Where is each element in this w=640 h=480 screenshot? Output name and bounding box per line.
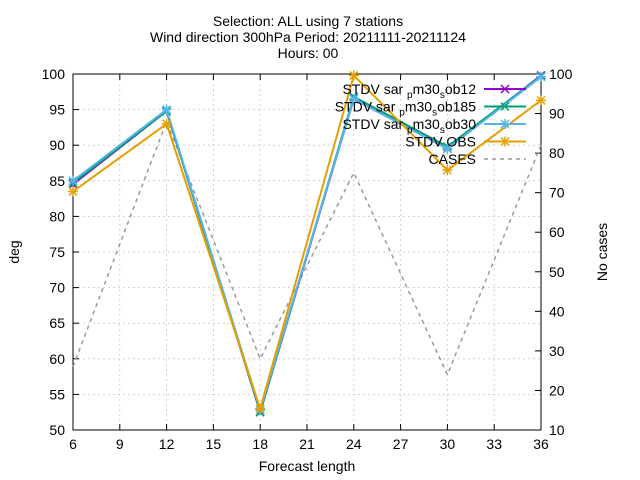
x-tick-label: 15 xyxy=(206,436,222,452)
grid xyxy=(73,74,541,430)
y2-tick-label: 20 xyxy=(549,382,565,398)
data-point xyxy=(68,186,78,197)
data-point xyxy=(536,71,546,82)
legend-text-part: m30 xyxy=(413,81,440,97)
y2-tick-label: 40 xyxy=(549,303,565,319)
legend-subscript: p xyxy=(407,125,413,136)
legend-marker xyxy=(500,84,510,94)
y2-tick-label: 80 xyxy=(549,145,565,161)
data-point xyxy=(348,93,359,104)
legend-item: STDV sar pm30sob185 xyxy=(335,99,526,119)
y-tick-label: 60 xyxy=(49,351,65,367)
x-tick-label: 30 xyxy=(440,436,456,452)
data-point xyxy=(161,104,172,115)
legend-subscript: s xyxy=(440,90,445,101)
y-axis-label: deg xyxy=(6,240,22,263)
y-tick-label: 90 xyxy=(49,137,65,153)
data-point xyxy=(255,403,266,414)
x-tick-label: 21 xyxy=(299,436,315,452)
legend-item: STDV sar pm30sob30 xyxy=(342,116,526,136)
x-tick-label: 27 xyxy=(393,436,409,452)
legend-subscript: s xyxy=(432,108,437,119)
legend-text-part: m30 xyxy=(405,99,432,115)
series-cases xyxy=(72,119,542,377)
marker-stroke xyxy=(500,84,510,94)
data-point xyxy=(536,95,546,106)
legend-label: STDV OBS xyxy=(405,134,476,150)
y-tick-label: 55 xyxy=(49,386,65,402)
y-tick-label: 75 xyxy=(49,244,65,260)
x-tick-label: 36 xyxy=(533,436,549,452)
series-line xyxy=(72,76,542,414)
y-tick-label: 65 xyxy=(49,315,65,331)
y-tick-label: 100 xyxy=(42,66,66,82)
y2-tick-label: 10 xyxy=(549,422,565,438)
y2-tick-label: 30 xyxy=(549,343,565,359)
legend-text-part: ob30 xyxy=(445,116,476,132)
data-point xyxy=(348,70,359,81)
x-tick-label: 12 xyxy=(159,436,175,452)
legend-label: STDV sar pm30sob185 xyxy=(335,99,477,119)
legend-label: STDV sar pm30sob30 xyxy=(342,116,476,136)
y-tick-label: 50 xyxy=(49,422,65,438)
plot-frame xyxy=(72,73,542,431)
y-tick-label: 85 xyxy=(49,173,65,189)
y2-tick-label: 100 xyxy=(549,66,573,82)
legend-subscript: p xyxy=(407,90,413,101)
legend-text-part: ob185 xyxy=(437,99,476,115)
legend-label: CASES xyxy=(429,151,476,167)
title-line-2: Wind direction 300hPa Period: 20211111-2… xyxy=(150,29,466,45)
legend-item: STDV sar pm30sob12 xyxy=(342,81,526,101)
legend-subscript: p xyxy=(399,108,405,119)
legend-text-part: STDV sar xyxy=(335,99,400,115)
title-line-3: Hours: 00 xyxy=(278,45,339,61)
axis-ticks: 6 9 12 15 18 21 24 27 30 33 36 50 55 60 65 70 75 80 85 90 95… xyxy=(42,66,573,452)
y2-tick-label: 60 xyxy=(549,224,565,240)
title-line-1: Selection: ALL using 7 stations xyxy=(213,13,403,29)
legend-subscript: s xyxy=(440,125,445,136)
data-point xyxy=(161,118,172,129)
y2-axis-label: No cases xyxy=(594,223,610,281)
series-line xyxy=(72,73,542,413)
y-tick-label: 95 xyxy=(49,102,65,118)
legend-text-part: ob12 xyxy=(445,81,476,97)
series-line xyxy=(72,119,542,377)
y-tick-label: 80 xyxy=(49,208,65,224)
x-tick-label: 18 xyxy=(252,436,268,452)
marker-stroke xyxy=(500,101,510,112)
x-axis-label: Forecast length xyxy=(259,458,356,474)
data-point xyxy=(442,143,453,154)
y-tick-label: 70 xyxy=(49,280,65,296)
legend-text-part: STDV sar xyxy=(342,116,407,132)
data-point xyxy=(442,165,453,176)
legend-marker xyxy=(500,101,510,112)
x-tick-label: 9 xyxy=(116,436,124,452)
legend-text-part: m30 xyxy=(413,116,440,132)
y2-tick-label: 70 xyxy=(549,185,565,201)
series-group xyxy=(68,70,546,417)
data-point xyxy=(68,175,78,186)
x-tick-label: 6 xyxy=(69,436,77,452)
y2-tick-label: 90 xyxy=(549,106,565,122)
legend-text-part: STDV sar xyxy=(342,81,407,97)
x-tick-label: 24 xyxy=(346,436,362,452)
chart-title: Selection: ALL using 7 stations Wind dir… xyxy=(150,13,466,61)
y2-tick-label: 50 xyxy=(549,264,565,280)
legend-label: STDV sar pm30sob12 xyxy=(342,81,476,101)
legend-item: STDV OBS xyxy=(405,134,526,150)
legend-marker xyxy=(500,119,510,129)
x-tick-label: 33 xyxy=(486,436,502,452)
series-stdv-obs xyxy=(68,70,546,414)
legend-item: CASES xyxy=(429,151,526,167)
legend-marker xyxy=(500,136,510,147)
